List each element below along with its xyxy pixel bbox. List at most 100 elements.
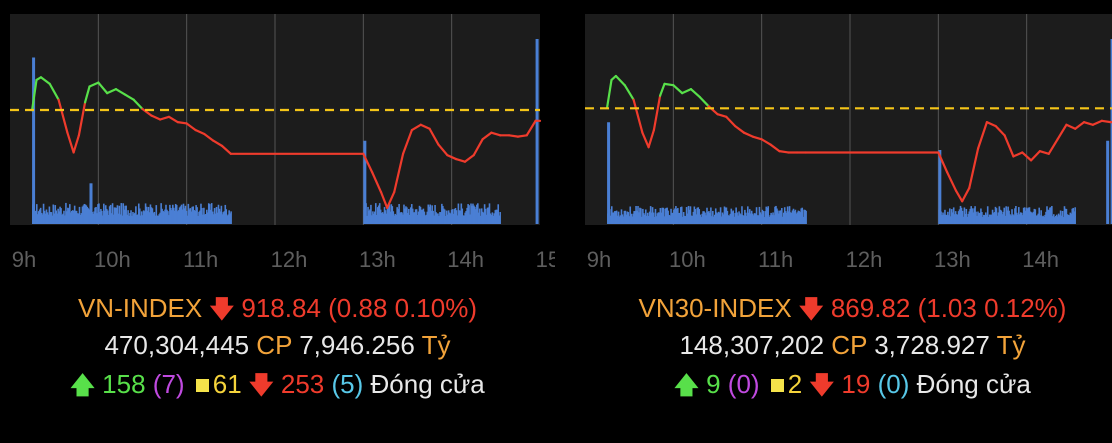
volume-bar — [658, 212, 661, 224]
volume-bar — [760, 214, 763, 224]
volume-bar — [485, 214, 488, 224]
price-segment — [66, 131, 75, 154]
volume-bar — [1010, 215, 1012, 224]
volume-bar — [459, 210, 462, 224]
volume-bar — [1059, 210, 1062, 224]
volume-bar — [941, 215, 943, 224]
volume-bar — [478, 208, 481, 224]
volume-bar — [435, 212, 437, 224]
volume-bar — [977, 211, 979, 224]
price-segment — [1082, 121, 1095, 126]
volume-bar — [716, 213, 719, 224]
volume-bar — [673, 209, 675, 224]
advances-count: 158 — [102, 369, 146, 399]
volume-bar — [450, 209, 453, 224]
volume-bar — [1002, 211, 1005, 224]
volume-bar — [769, 215, 771, 224]
volume-bar — [775, 205, 777, 224]
volume-bar — [656, 213, 659, 224]
price-segment — [379, 190, 389, 209]
volume-bar — [710, 207, 712, 224]
volume-bar — [633, 211, 635, 224]
volume-bar — [85, 205, 88, 224]
price-segment — [1065, 123, 1077, 130]
volume-bar — [749, 213, 752, 224]
volume-bar — [187, 203, 190, 224]
volume-bar — [167, 211, 169, 224]
volume-bar — [641, 216, 643, 224]
down-arrow-icon: 🡇 — [798, 296, 824, 323]
price-segment — [185, 122, 197, 132]
volume-bar — [980, 208, 982, 224]
volume-bar — [413, 212, 416, 224]
up-arrow-icon: 🡅 — [674, 372, 699, 399]
price-segment — [663, 82, 675, 87]
volume-bar — [1006, 210, 1008, 224]
volume-bar — [129, 212, 131, 224]
volume-bar — [394, 213, 397, 224]
volume-bar — [87, 208, 90, 224]
volume-bar — [696, 207, 699, 224]
volume-bar — [1071, 208, 1074, 224]
price-segment — [472, 138, 484, 157]
volume-bar — [420, 209, 423, 224]
volume-bar — [188, 209, 191, 224]
volume-bar — [410, 204, 413, 224]
volume-bar — [222, 212, 225, 224]
volume-bar — [659, 208, 662, 224]
volume-bar — [1027, 207, 1030, 224]
vnindex-volume-line: 470,304,445 CP 7,946.256 Tỷ — [0, 330, 555, 361]
volume-bar — [698, 209, 701, 224]
volume-bar — [944, 209, 946, 224]
volume-bar — [34, 210, 37, 224]
volume-bar — [51, 215, 54, 224]
price-segment — [437, 143, 449, 157]
volume-bar — [627, 212, 630, 224]
volume-bar — [800, 208, 803, 224]
volume-bar — [66, 211, 68, 224]
volume-bar — [634, 210, 636, 224]
volume-bar — [739, 213, 741, 224]
volume-bar — [49, 212, 52, 224]
volume-bar — [105, 208, 108, 224]
price-segment — [769, 143, 781, 153]
volume-bar — [984, 215, 986, 224]
volume-bar — [996, 215, 999, 224]
volume-bar — [115, 207, 118, 224]
volume-bar — [1007, 206, 1009, 224]
volume-bar — [441, 203, 443, 224]
volume-bar — [647, 215, 650, 224]
volume-bar — [367, 206, 369, 224]
volume-bar — [662, 207, 665, 224]
price-segment — [401, 128, 414, 155]
volume-bar — [65, 202, 67, 224]
volume-bar — [496, 209, 499, 224]
volume-bar — [143, 211, 146, 224]
volume-bar — [152, 213, 155, 224]
volume-spike — [938, 150, 942, 224]
price-segment — [614, 74, 626, 87]
volume-bar — [452, 213, 455, 224]
volume-bar — [151, 208, 154, 224]
volume-bar — [498, 215, 500, 224]
price-segment — [632, 98, 644, 134]
volume-bar — [1067, 214, 1070, 224]
volume-bar — [655, 216, 658, 224]
volume-bar — [55, 210, 58, 224]
volume-bar — [663, 216, 666, 224]
volume-bar — [178, 207, 181, 224]
volume-bar — [446, 214, 449, 224]
volume-bar — [371, 215, 373, 224]
volume-bar — [418, 205, 421, 224]
volume-bar — [776, 208, 778, 224]
volume-bar — [186, 215, 189, 224]
volume-bar — [727, 215, 730, 224]
volume-bar — [978, 213, 980, 224]
volume-bar — [67, 207, 69, 224]
volume-bar — [1049, 207, 1051, 224]
volume-bar — [704, 212, 706, 224]
volume-bar — [382, 213, 385, 224]
volume-bar — [423, 211, 426, 224]
price-segment — [428, 127, 440, 146]
volume-bar — [719, 207, 722, 224]
